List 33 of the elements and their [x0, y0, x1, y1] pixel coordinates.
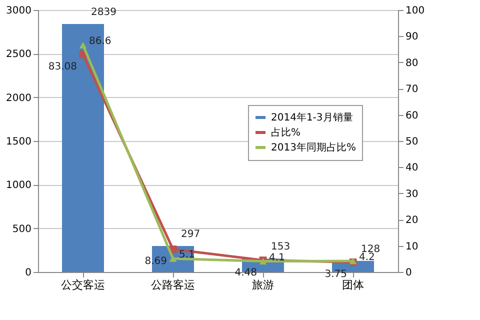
y-tick-label: 3000: [6, 6, 32, 16]
y2-tick-label: 20: [406, 215, 418, 226]
y2-tick-label: 70: [406, 84, 418, 96]
y2-tick-label: 30: [406, 188, 418, 200]
y2-tick-label: 90: [406, 32, 418, 43]
legend-label: 占比%: [271, 126, 301, 138]
x-tick-label: 公路客运: [151, 278, 195, 292]
point: [169, 255, 177, 262]
data-label: 4.2: [359, 252, 375, 263]
y-tick-label: 2500: [6, 49, 32, 60]
x-tick-label: 团体: [342, 278, 364, 292]
y2-tick-label: 40: [406, 162, 418, 174]
y-tick-label: 1000: [6, 180, 32, 192]
y-tick-label: 2000: [6, 92, 32, 104]
y2-tick-label: 10: [406, 241, 418, 252]
data-label: 2839: [91, 7, 116, 18]
y2-tick-label: 50: [406, 136, 418, 148]
data-label: 153: [271, 242, 290, 253]
legend-label: 2014年1-3月销量: [271, 112, 353, 124]
point: [79, 42, 87, 48]
y2-tick-label: 80: [406, 58, 418, 69]
x-tick-label: 旅游: [252, 278, 274, 292]
y2-tick-label: 60: [406, 110, 418, 122]
y2-tick-label: 0: [406, 268, 412, 278]
y-tick-label: 0: [25, 268, 32, 278]
y-tick-label: 1500: [6, 136, 32, 148]
legend-label: 2013年同期占比%: [271, 142, 356, 154]
x-tick-label: 公交客运: [61, 278, 105, 292]
y-tick-label: 500: [12, 224, 32, 235]
y2-tick-label: 100: [406, 6, 425, 16]
data-label: 5.1: [179, 250, 195, 261]
data-label: 3.75: [324, 269, 347, 280]
data-label: 297: [181, 229, 200, 240]
